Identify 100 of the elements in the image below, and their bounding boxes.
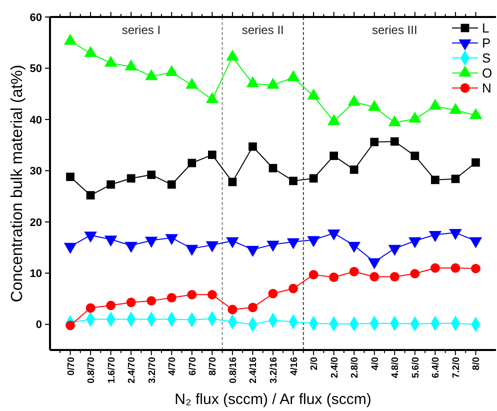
x-tick-label: 8/0: [471, 357, 482, 370]
point: [450, 263, 460, 273]
x-tick-label: 3.2/70: [146, 357, 158, 384]
x-tick-label: 4/16: [288, 357, 300, 376]
point: [64, 34, 77, 45]
x-tick-label: 0.8/16: [228, 357, 239, 384]
x-tick-label: 4/70: [167, 357, 178, 376]
x-tick-label: 3.2/16: [268, 357, 280, 384]
point: [330, 152, 338, 160]
point: [66, 320, 75, 330]
point: [430, 263, 440, 273]
x-tick-label: 6/70: [187, 357, 198, 376]
point: [348, 94, 360, 106]
x-tick-label: 4/0: [370, 357, 381, 370]
point: [126, 298, 136, 308]
point: [165, 64, 178, 76]
legend-label: N: [482, 80, 492, 96]
point: [66, 172, 74, 182]
y-tick-label: 50: [30, 63, 42, 76]
point: [329, 272, 339, 282]
point: [228, 178, 237, 186]
annotation: series I: [122, 23, 161, 37]
point: [469, 108, 482, 120]
point: [188, 158, 196, 168]
point: [390, 137, 399, 146]
legend-label: P: [482, 36, 491, 51]
x-tick-label: 2/0: [309, 357, 320, 370]
x-tick-label: 0.8/70: [86, 357, 98, 384]
point: [388, 115, 401, 126]
x-tick-label: 0/70: [66, 357, 77, 376]
point: [84, 46, 97, 58]
point: [471, 264, 480, 274]
point: [206, 92, 219, 104]
y-tick-label: 20: [30, 216, 42, 229]
y-tick-label: 30: [30, 166, 42, 178]
point: [370, 272, 380, 282]
point: [370, 138, 379, 146]
point: [327, 114, 340, 126]
point: [410, 152, 420, 160]
x-tick-label: 7.2/0: [450, 357, 462, 378]
point: [145, 69, 158, 80]
x-tick-label: 1.6/70: [106, 357, 118, 384]
legend-label: S: [482, 50, 491, 66]
point: [266, 78, 280, 89]
point: [126, 174, 136, 183]
point: [226, 50, 239, 61]
point: [104, 56, 118, 67]
point: [146, 296, 156, 306]
point: [349, 266, 359, 276]
x-tick-label: 2.8/0: [350, 357, 361, 378]
x-tick-label: 2.4/16: [248, 357, 260, 384]
point: [167, 180, 176, 189]
point: [147, 170, 156, 179]
x-tick-label: 8/70: [208, 357, 219, 376]
point: [106, 300, 116, 310]
x-axis-title: N₂ flux (sccm) / Ar flux (sccm): [174, 391, 372, 408]
x-tick-label: 2.4/70: [126, 357, 138, 384]
point: [268, 288, 278, 298]
point: [286, 70, 300, 82]
point: [451, 174, 460, 184]
point: [248, 142, 257, 151]
point: [428, 98, 442, 110]
point: [307, 88, 320, 100]
x-tick-label: 5.6/0: [410, 357, 422, 378]
point: [208, 150, 216, 159]
legend-label: L: [482, 20, 490, 36]
point: [166, 293, 176, 302]
point: [309, 174, 318, 183]
y-tick-label: 0: [36, 319, 42, 332]
point: [431, 176, 440, 184]
point: [228, 304, 238, 314]
y-axis-title: Concentration bulk material (at%): [9, 64, 26, 302]
legend-label: O: [482, 66, 492, 81]
point: [207, 290, 217, 300]
point: [408, 112, 422, 123]
point: [390, 272, 400, 282]
x-tick-label: 6.4/0: [430, 357, 442, 378]
point: [368, 100, 381, 111]
point: [308, 270, 318, 280]
point: [124, 59, 138, 70]
point: [106, 180, 115, 189]
x-tick-label: 4.8/0: [390, 357, 402, 378]
y-tick-label: 60: [30, 12, 42, 24]
annotation: series II: [242, 23, 284, 37]
y-tick-label: 40: [30, 114, 42, 126]
point: [449, 102, 462, 114]
point: [86, 191, 95, 200]
point: [410, 268, 420, 278]
x-tick-label: 2.4/0: [329, 357, 340, 378]
annotation: series III: [372, 23, 418, 37]
point: [350, 165, 358, 174]
point: [246, 76, 260, 88]
point: [472, 158, 480, 167]
point: [187, 290, 197, 300]
point: [288, 284, 298, 294]
point: [248, 302, 258, 312]
y-tick-label: 10: [30, 268, 42, 280]
point: [289, 176, 298, 186]
point: [86, 303, 96, 313]
point: [186, 78, 198, 89]
